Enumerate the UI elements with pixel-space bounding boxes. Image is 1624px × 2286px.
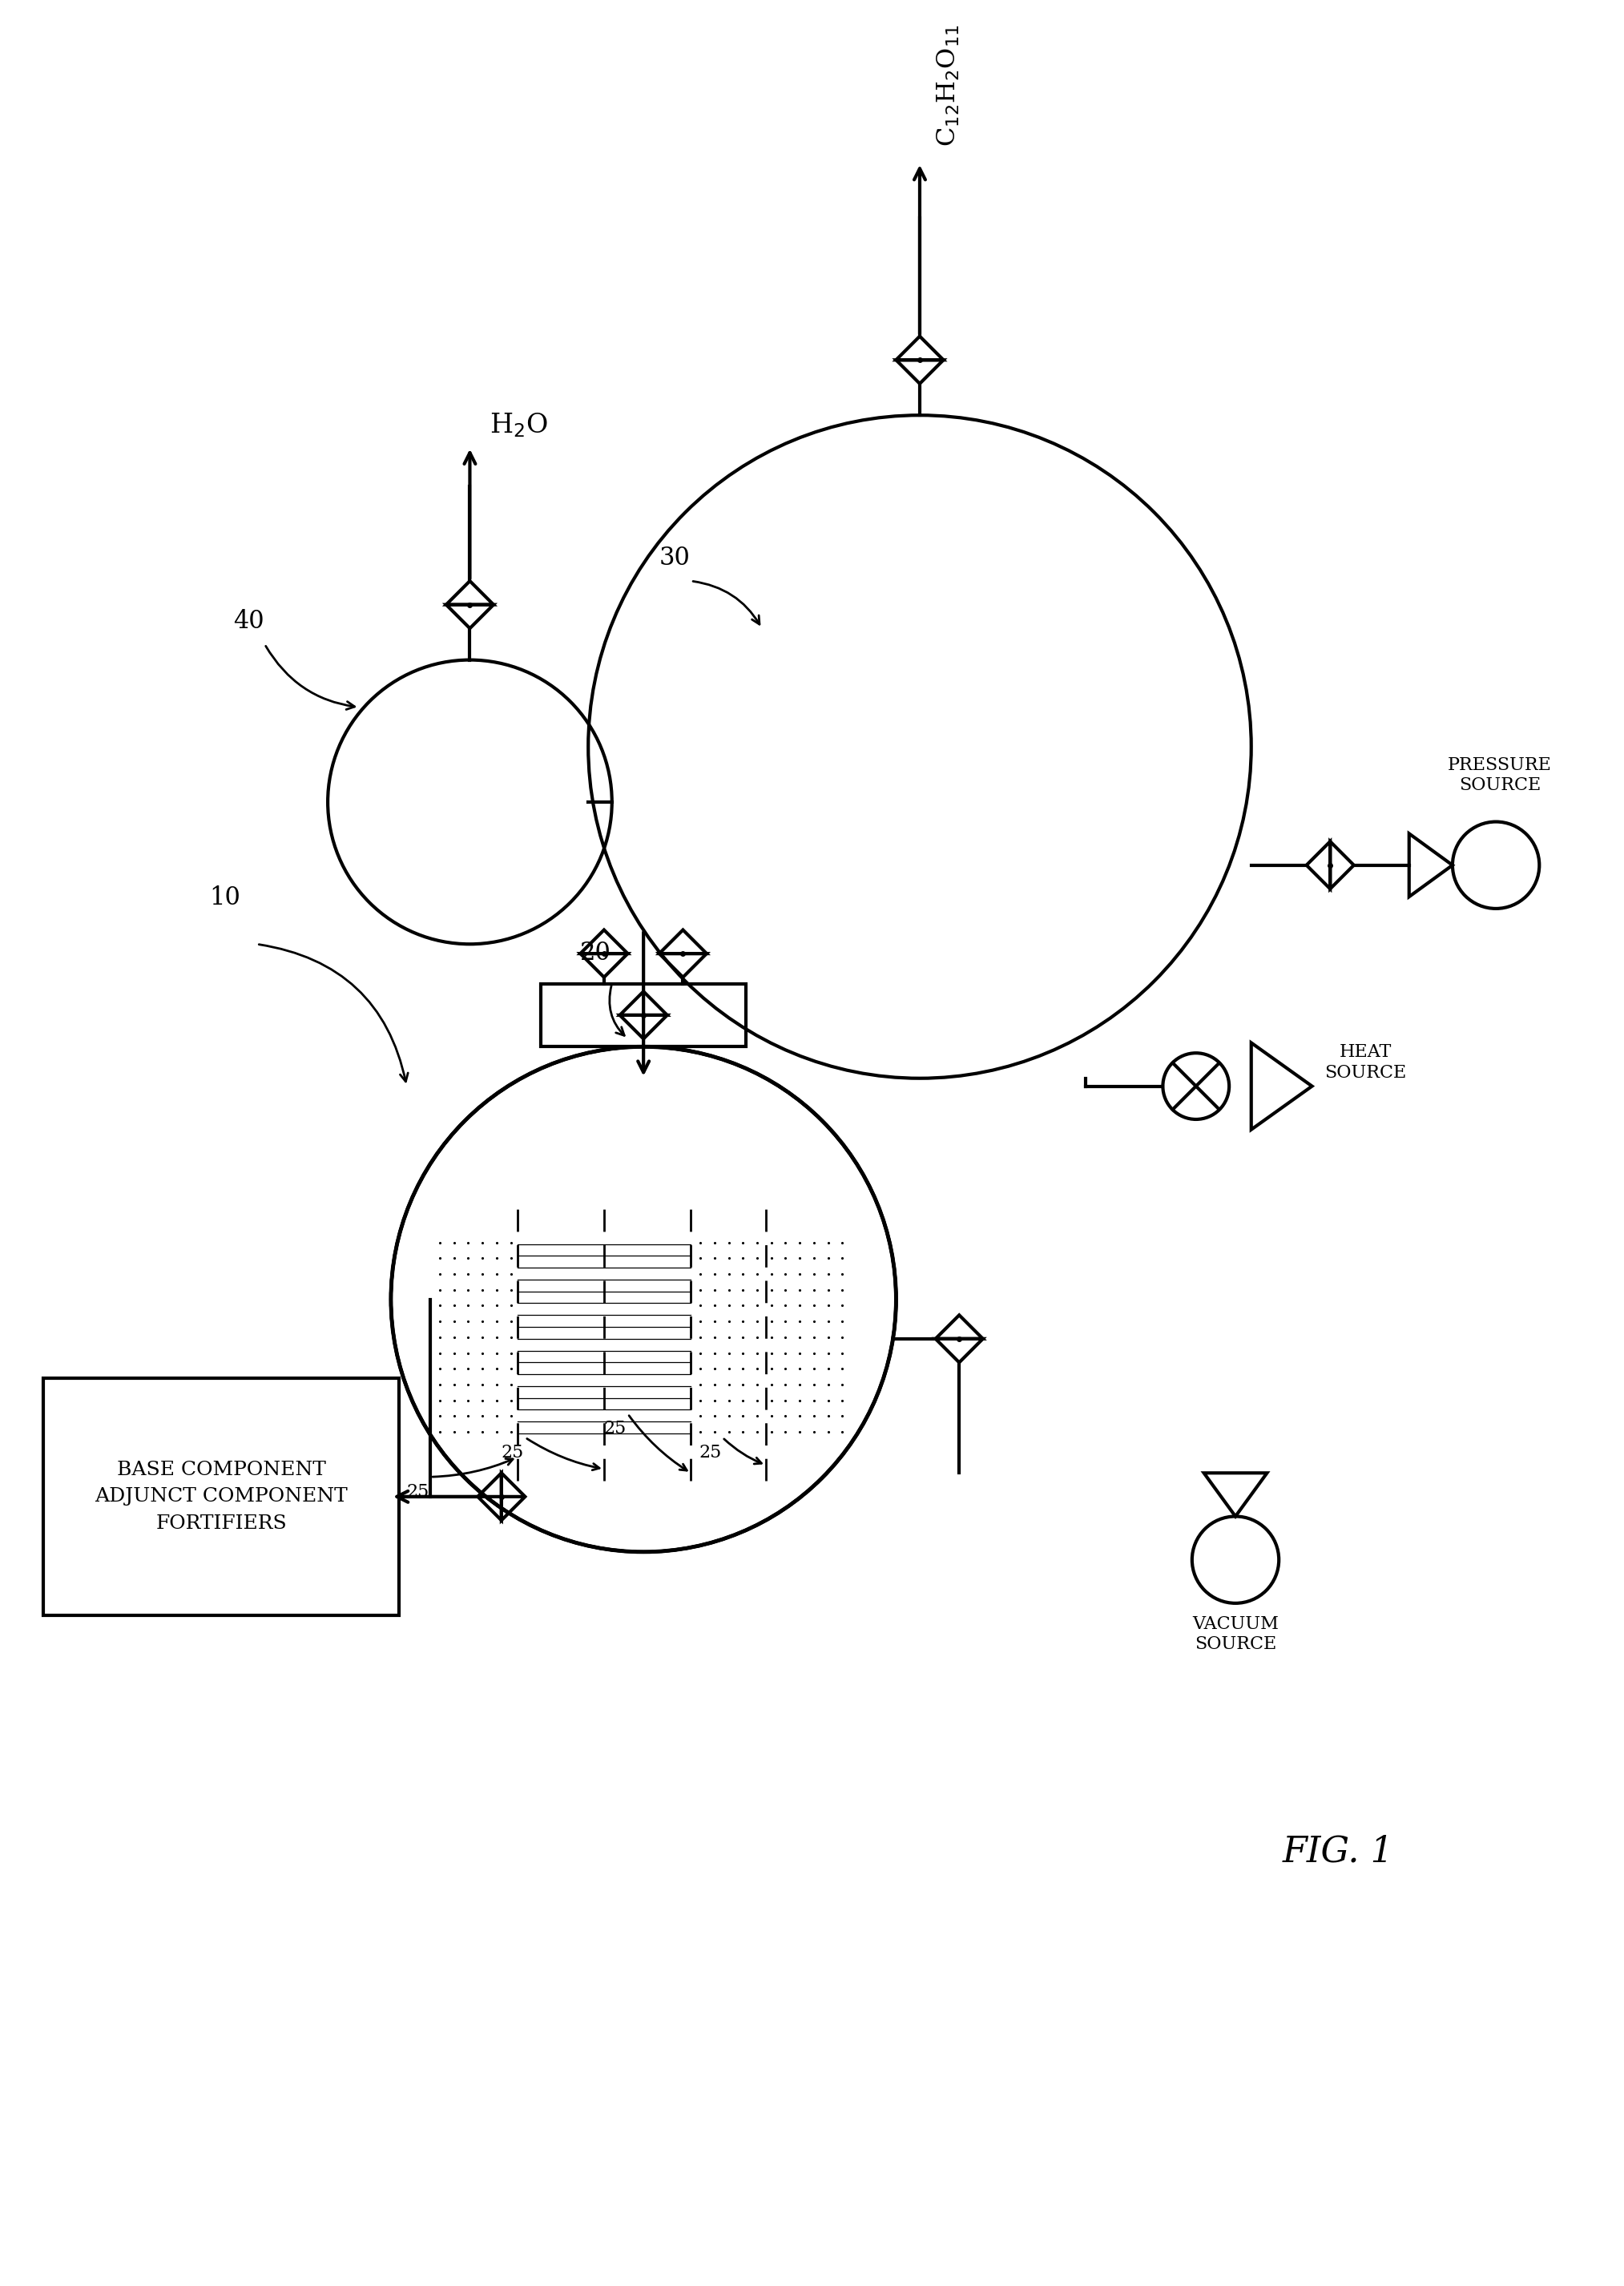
Text: VACUUM
SOURCE: VACUUM SOURCE xyxy=(1192,1614,1278,1653)
Text: FIG. 1: FIG. 1 xyxy=(1283,1836,1393,1870)
Bar xyxy=(541,983,745,1047)
Text: PRESSURE
SOURCE: PRESSURE SOURCE xyxy=(1449,757,1553,793)
FancyArrowPatch shape xyxy=(609,985,624,1036)
Text: H$_2$O: H$_2$O xyxy=(489,411,547,439)
Text: BASE COMPONENT
ADJUNCT COMPONENT
FORTIFIERS: BASE COMPONENT ADJUNCT COMPONENT FORTIFI… xyxy=(94,1461,348,1534)
Text: C$_{12}$H$_2$O$_{11}$: C$_{12}$H$_2$O$_{11}$ xyxy=(935,25,961,146)
FancyArrowPatch shape xyxy=(526,1438,599,1470)
Text: 20: 20 xyxy=(580,940,612,965)
FancyArrowPatch shape xyxy=(628,1415,687,1470)
FancyArrowPatch shape xyxy=(693,581,760,624)
Text: HEAT
SOURCE: HEAT SOURCE xyxy=(1324,1042,1406,1081)
Bar xyxy=(44,1378,400,1614)
Text: 25: 25 xyxy=(502,1442,525,1461)
FancyArrowPatch shape xyxy=(266,647,354,709)
Text: 25: 25 xyxy=(406,1484,429,1500)
FancyArrowPatch shape xyxy=(724,1438,762,1463)
FancyArrowPatch shape xyxy=(258,944,408,1081)
Text: 25: 25 xyxy=(698,1442,721,1461)
FancyArrowPatch shape xyxy=(432,1458,513,1477)
Text: 10: 10 xyxy=(209,885,240,910)
Text: 30: 30 xyxy=(659,546,690,572)
Text: 25: 25 xyxy=(604,1420,627,1438)
Text: 40: 40 xyxy=(234,608,265,633)
